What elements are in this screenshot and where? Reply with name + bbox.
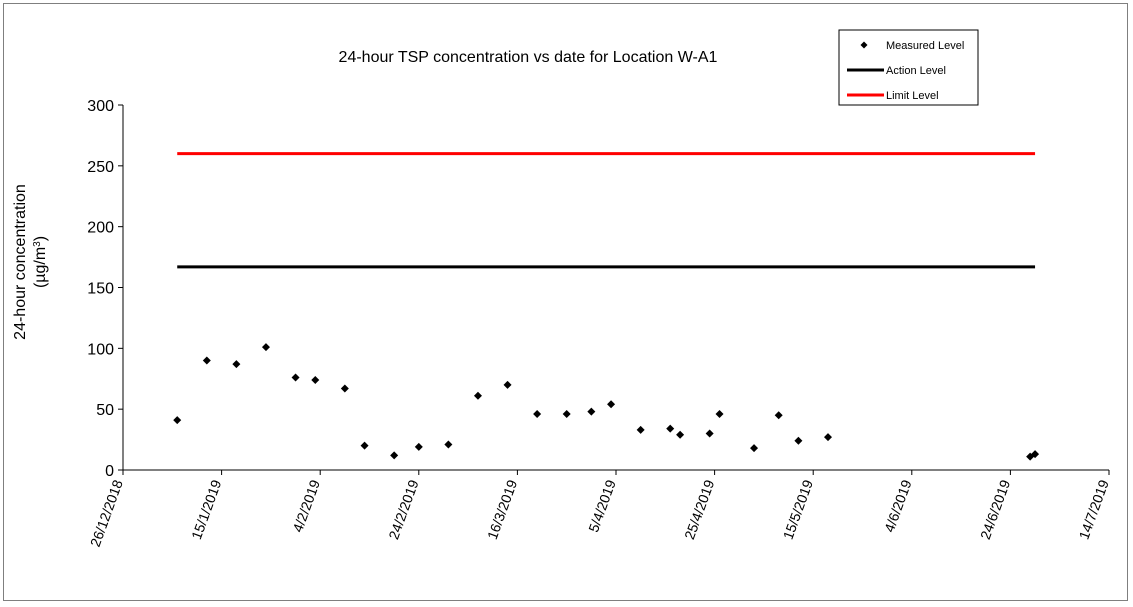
axes: 0 50 100 150 200 250 300 26/12/2018 15/1/2019 4/2… — [87, 98, 1112, 549]
measured-point — [636, 425, 645, 434]
x-tick-label: 14/7/2019 — [1075, 477, 1111, 541]
x-tick-label: 15/1/2019 — [188, 477, 224, 541]
measured-point — [705, 429, 714, 438]
x-tick-label: 24/6/2019 — [977, 477, 1013, 541]
legend-swatch — [860, 41, 868, 49]
measured-point — [750, 444, 759, 453]
measured-point — [715, 410, 724, 419]
y-tick-label: 100 — [87, 341, 114, 358]
x-tick-label: 24/2/2019 — [385, 477, 421, 541]
y-tick-label: 150 — [87, 281, 114, 298]
chart-title: 24-hour TSP concentration vs date for Lo… — [339, 49, 718, 66]
x-tick-label: 26/12/2018 — [87, 477, 126, 549]
x-tick-label: 4/2/2019 — [289, 477, 323, 534]
measured-point — [607, 400, 616, 409]
legend-label: Action Level — [886, 65, 946, 77]
measured-point — [794, 436, 803, 445]
y-axis-label: 24-hour concentration (µg/m3) — [12, 184, 49, 340]
measured-point — [414, 442, 423, 451]
measured-point — [202, 356, 211, 365]
measured-point — [562, 410, 571, 419]
x-tick-label: 15/5/2019 — [780, 477, 816, 541]
measured-point — [587, 407, 596, 416]
measured-point — [473, 391, 482, 400]
y-axis-label-line2: (µg/m3) — [32, 236, 50, 288]
legend-label: Limit Level — [886, 90, 939, 102]
reference-lines — [177, 152, 1036, 269]
x-tick-label: 5/4/2019 — [585, 477, 619, 534]
measured-point — [774, 411, 783, 420]
measured-point — [261, 343, 270, 352]
measured-point — [823, 433, 832, 442]
legend-box — [838, 29, 979, 106]
y-tick-label: 50 — [96, 402, 114, 419]
measured-points — [173, 343, 1040, 461]
x-tick-label: 25/4/2019 — [681, 477, 717, 541]
measured-point — [291, 373, 300, 382]
measured-point — [676, 430, 685, 439]
measured-point — [503, 380, 512, 389]
measured-point — [360, 441, 369, 450]
y-tick-label: 0 — [105, 463, 114, 480]
measured-point — [340, 384, 349, 393]
measured-point — [444, 440, 453, 449]
measured-point — [533, 410, 542, 419]
x-tick-label: 16/3/2019 — [484, 477, 520, 541]
measured-point — [390, 451, 399, 460]
x-tick-label: 4/6/2019 — [881, 477, 915, 534]
y-tick-label: 250 — [87, 159, 114, 176]
measured-point — [1031, 450, 1040, 459]
measured-point — [173, 416, 182, 425]
y-tick-label: 200 — [87, 220, 114, 237]
y-axis-label-line1: 24-hour concentration — [12, 184, 29, 340]
y-tick-label: 300 — [87, 98, 114, 115]
measured-point — [311, 375, 320, 384]
legend-label: Measured Level — [886, 40, 964, 52]
measured-point — [666, 424, 675, 433]
legend: Measured Level Action Level Limit Level — [838, 29, 979, 106]
measured-point — [232, 360, 241, 369]
